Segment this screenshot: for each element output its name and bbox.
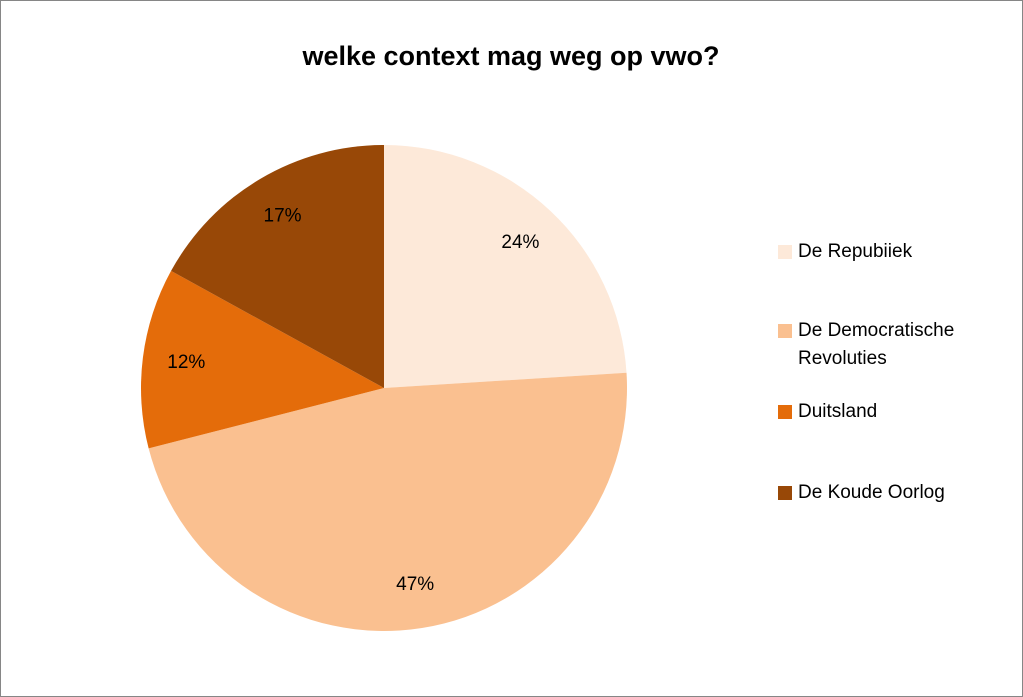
legend-label: De Koude Oorlog: [798, 482, 945, 503]
legend-label: De Repubiiek: [798, 241, 913, 262]
legend-item: De Repubiiek: [778, 238, 998, 266]
legend-swatch: [778, 405, 792, 419]
legend-swatch: [778, 486, 792, 500]
data-label: 12%: [167, 352, 205, 373]
legend-swatch: [778, 324, 792, 338]
chart-title: welke context mag weg op vwo?: [301, 41, 719, 71]
legend-item: De Democratische Revoluties: [778, 317, 998, 373]
pie-slice: [141, 270, 384, 449]
data-label: 47%: [396, 574, 434, 595]
legend-label: De Democratische Revoluties: [798, 320, 955, 369]
legend-swatch: [778, 245, 792, 259]
pie-slice: [171, 145, 384, 388]
legend-label: Duitsland: [798, 401, 878, 422]
pie-slice: [384, 145, 627, 388]
data-label: 17%: [264, 206, 302, 227]
legend-item: Duitsland: [778, 398, 998, 426]
data-label: 24%: [501, 232, 539, 253]
pie-slice: [148, 372, 628, 631]
legend-item: De Koude Oorlog: [778, 479, 998, 507]
